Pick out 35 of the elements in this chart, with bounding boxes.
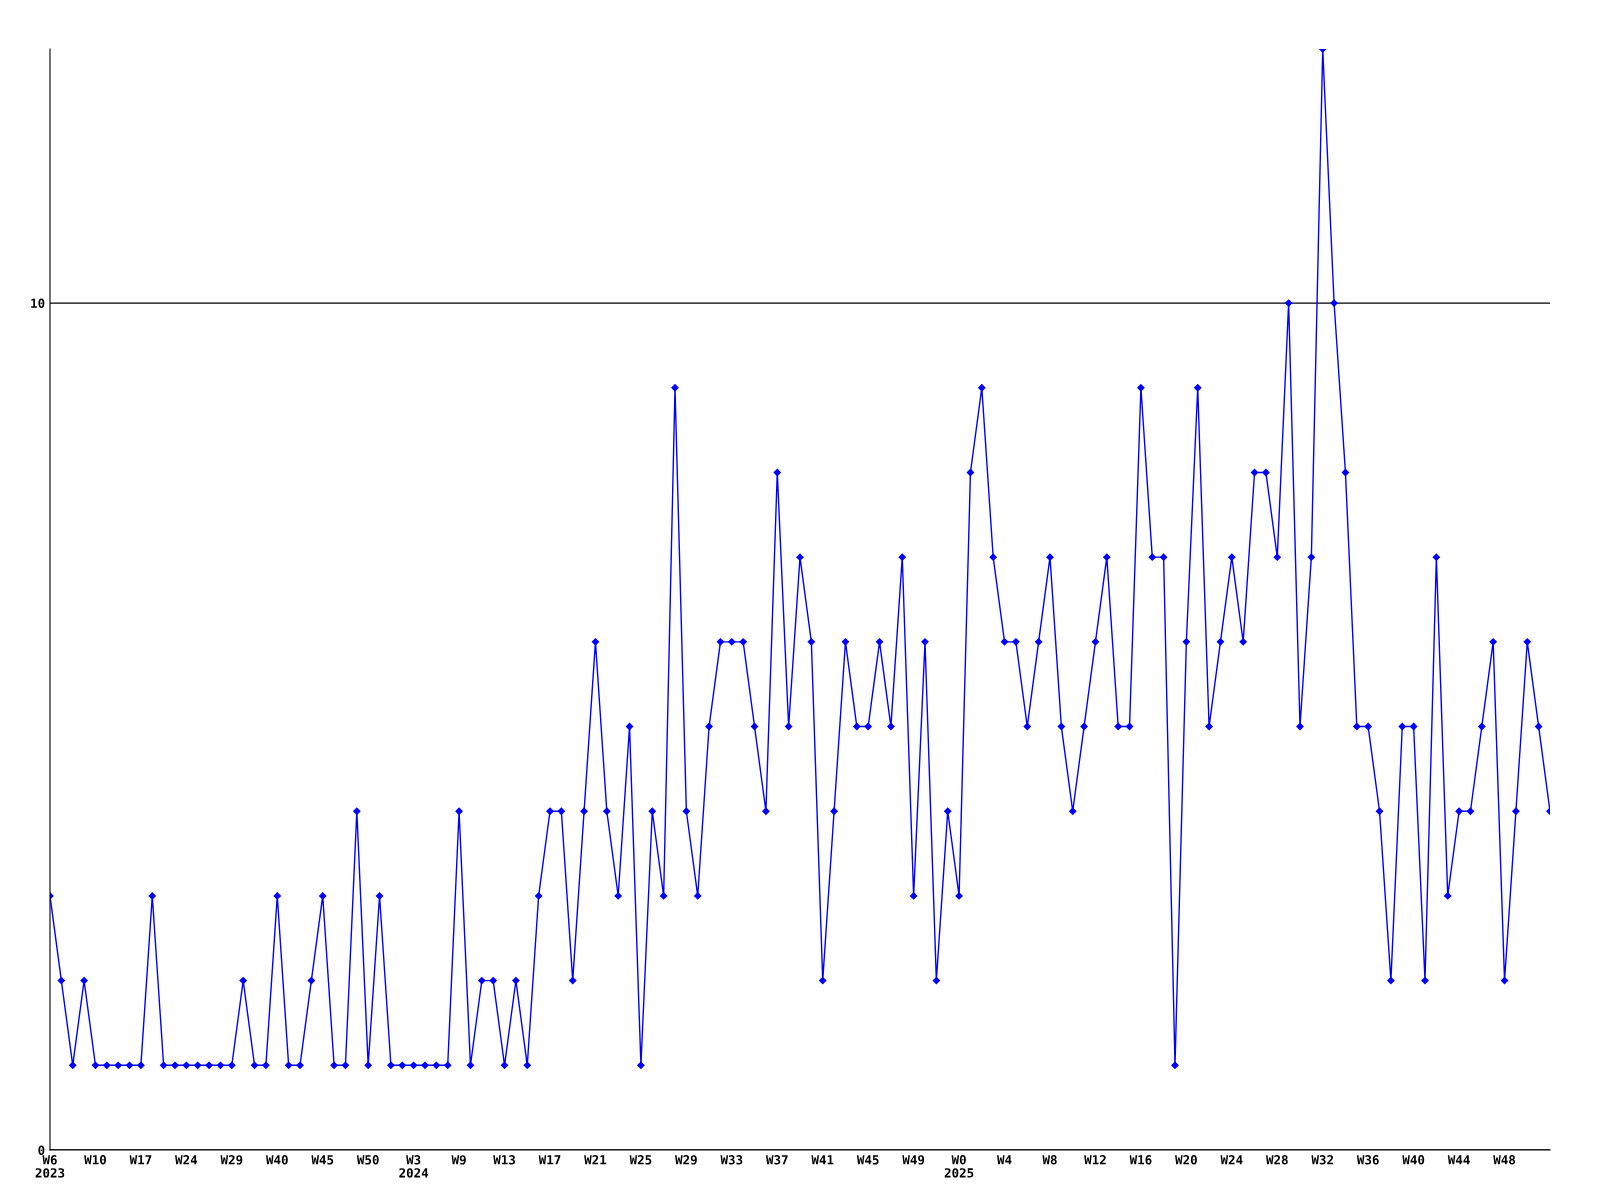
x-tick-label: W44 bbox=[1447, 1155, 1470, 1165]
x-tick-label: W45 bbox=[856, 1155, 879, 1165]
x-tick-label: W17 bbox=[538, 1155, 561, 1165]
x-tick-label: W29 bbox=[675, 1155, 697, 1165]
x-tick-label: W17 bbox=[129, 1155, 152, 1165]
x-tick-label: W16 bbox=[1129, 1155, 1152, 1165]
x-tick-label: W10 bbox=[84, 1155, 106, 1165]
x-tick-label: W33 bbox=[720, 1155, 743, 1165]
x-tick-label: W12 bbox=[1084, 1155, 1106, 1165]
x-tick-label: W13 bbox=[493, 1155, 516, 1165]
x-tick-label: W28 bbox=[1265, 1155, 1288, 1165]
x-tick-label: W49 bbox=[902, 1155, 925, 1165]
x-tick-label: W25 bbox=[629, 1155, 652, 1165]
x-tick-label: W21 bbox=[584, 1155, 607, 1165]
x-tick-label: W32 bbox=[1311, 1155, 1333, 1165]
x-tick-label: W41 bbox=[811, 1155, 834, 1165]
y-tick-label: 10 bbox=[31, 298, 45, 308]
x-tick-label: W24 bbox=[175, 1155, 198, 1165]
x-tick-label: W24 bbox=[1220, 1155, 1243, 1165]
x-tick-label: W8 bbox=[1042, 1155, 1057, 1165]
x-tick-label: W50 bbox=[356, 1155, 379, 1165]
x-tick-label: W37 bbox=[765, 1155, 788, 1165]
x-tick-label: W20 bbox=[1175, 1155, 1197, 1165]
x-tick-label: W29 bbox=[220, 1155, 243, 1165]
x-tick-label: W45 bbox=[311, 1155, 334, 1165]
x-tick-label: W40 bbox=[265, 1155, 288, 1165]
x-tick-label: W36 bbox=[1356, 1155, 1379, 1165]
x-tick-label: W0 2025 bbox=[944, 1155, 974, 1178]
x-tick-label: W48 bbox=[1493, 1155, 1516, 1165]
x-tick-label: W4 bbox=[997, 1155, 1012, 1165]
x-tick-label: W40 bbox=[1402, 1155, 1425, 1165]
y-tick-label: 0 bbox=[38, 1145, 45, 1155]
x-tick-label: W3 2024 bbox=[399, 1155, 429, 1178]
x-tick-label: W9 bbox=[451, 1155, 466, 1165]
x-tick-label: W6 2023 bbox=[35, 1155, 65, 1178]
